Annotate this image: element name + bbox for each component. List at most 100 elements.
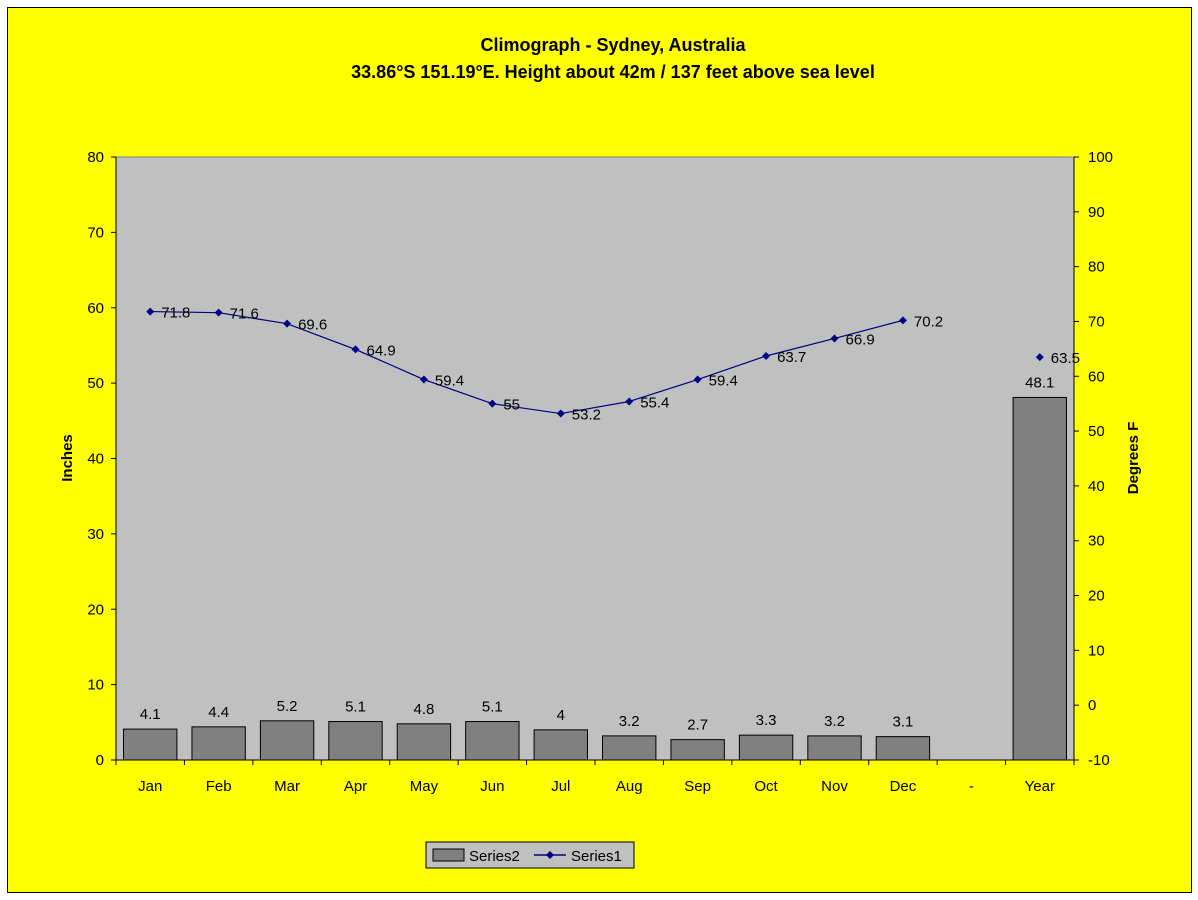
y2-tick-label: 70	[1088, 313, 1105, 330]
series1-point-sep	[693, 375, 702, 384]
x-tick-label: Oct	[754, 778, 778, 795]
y2-tick-label: 30	[1088, 533, 1105, 550]
bar-data-label: 4.8	[413, 701, 434, 718]
bar-data-label: 4.4	[208, 704, 229, 721]
x-tick-label: Jun	[480, 778, 504, 795]
series1-point-jul	[556, 409, 565, 418]
x-tick-label: Jan	[138, 778, 162, 795]
series1-point-may	[419, 375, 428, 384]
y2-tick-label: 80	[1088, 259, 1105, 276]
line-data-label: 71.8	[161, 305, 190, 322]
y2-tick-label: 100	[1088, 149, 1113, 166]
plot-area	[115, 156, 1075, 761]
line-data-label: 55	[503, 397, 520, 414]
y2-tick-label: 40	[1088, 478, 1105, 495]
y2-tick-label: 90	[1088, 204, 1105, 221]
series1-point-jun	[488, 399, 497, 408]
y2-tick-label: 60	[1088, 368, 1105, 385]
y-tick-label: 10	[87, 677, 104, 694]
chart-title: Climograph - Sydney, Australia	[480, 35, 746, 55]
y2-tick-label: -10	[1088, 752, 1110, 769]
legend-diamond-marker	[546, 851, 554, 859]
line-data-label: 63.5	[1051, 350, 1080, 367]
y-tick-label: 20	[87, 601, 104, 618]
x-tick-label: Nov	[821, 778, 848, 795]
bar-data-label: 5.2	[277, 698, 298, 715]
series1-point-mar	[283, 319, 292, 328]
bar-may	[396, 723, 452, 761]
y-tick-label: 30	[87, 526, 104, 543]
legend-label-series1: Series1	[571, 848, 622, 865]
line-data-label: 59.4	[435, 373, 464, 390]
bar-series	[123, 396, 1067, 761]
bar-data-label: 48.1	[1025, 374, 1054, 391]
y2-tick-label: 50	[1088, 423, 1105, 440]
line-data-label: 70.2	[914, 313, 943, 330]
series1-point-jan	[146, 307, 155, 316]
bar-year	[1012, 396, 1067, 761]
bar-data-label: 4	[557, 707, 565, 724]
bar-dec	[875, 736, 931, 761]
bar-apr	[328, 721, 383, 761]
y-tick-label: 40	[87, 451, 104, 468]
x-tick-label: Mar	[274, 778, 300, 795]
x-tick-label: Feb	[206, 778, 232, 795]
x-tick-label: May	[410, 778, 439, 795]
bar-feb	[191, 726, 246, 761]
x-tick-label: Year	[1025, 778, 1055, 795]
series1-point-nov	[830, 334, 839, 343]
y-tick-label: 80	[87, 149, 104, 166]
bar-data-label: 3.3	[756, 712, 777, 729]
bar-data-label: 2.7	[687, 717, 708, 734]
y2-tick-label: 20	[1088, 588, 1105, 605]
line-data-label: 55.4	[640, 394, 669, 411]
chart-subtitle: 33.86°S 151.19°E. Height about 42m / 137…	[351, 62, 875, 82]
x-tick-label: -	[969, 778, 974, 795]
bar-aug	[602, 735, 657, 761]
bar-data-label: 3.2	[619, 713, 640, 730]
y-tick-label: 0	[96, 752, 104, 769]
bar-mar	[259, 720, 315, 761]
y-axis-title: Inches	[59, 434, 76, 482]
line-data-label: 53.2	[572, 407, 601, 424]
bar-data-label: 3.1	[892, 714, 913, 731]
x-tick-label: Aug	[616, 778, 643, 795]
bar-nov	[807, 735, 862, 761]
series1-point-feb	[214, 308, 223, 317]
series1-point-dec	[898, 316, 907, 325]
y-tick-label: 60	[87, 300, 104, 317]
y2-axis-title: Degrees F	[1125, 422, 1142, 495]
bar-data-label: 3.2	[824, 713, 845, 730]
series1-point-apr	[351, 345, 360, 354]
line-data-label: 71.6	[230, 306, 259, 323]
series1-point-year	[1035, 353, 1044, 362]
bar-jan	[123, 728, 178, 761]
line-data-label: 66.9	[846, 331, 875, 348]
x-tick-label: Apr	[344, 778, 367, 795]
bar-oct	[738, 734, 794, 761]
series1-line	[150, 310, 904, 415]
data-labels: 4.1 4.4 5.2 5.1 4.8 5.1 4 3.2 2.7 3.3 3.2 3.1 48.1 71…	[140, 305, 1080, 734]
bar-sep	[670, 739, 725, 761]
line-data-label: 59.4	[709, 373, 738, 390]
bar-data-label: 5.1	[482, 699, 503, 716]
y2-tick-label: 0	[1088, 697, 1096, 714]
bar-data-label: 5.1	[345, 699, 366, 716]
y-tick-label: 70	[87, 224, 104, 241]
bar-jun	[465, 721, 520, 761]
bar-jul	[533, 729, 588, 761]
line-data-label: 64.9	[367, 342, 396, 359]
legend-bar-swatch	[432, 848, 465, 862]
y-tick-label: 50	[87, 375, 104, 392]
line-data-label: 63.7	[777, 349, 806, 366]
legend: Series2 Series1	[425, 841, 635, 869]
series1-point-aug	[625, 397, 634, 406]
series1-point-oct	[762, 351, 771, 360]
line-series	[146, 307, 1044, 418]
x-tick-label: Jul	[551, 778, 570, 795]
line-data-label: 69.6	[298, 317, 327, 334]
y2-tick-label: 10	[1088, 642, 1105, 659]
bar-data-label: 4.1	[140, 706, 161, 723]
axes: 0 10 20 30 40 50 60 70 80 -10 0 10 20 30 40 50 60 70 80 90 1…	[87, 149, 1113, 795]
